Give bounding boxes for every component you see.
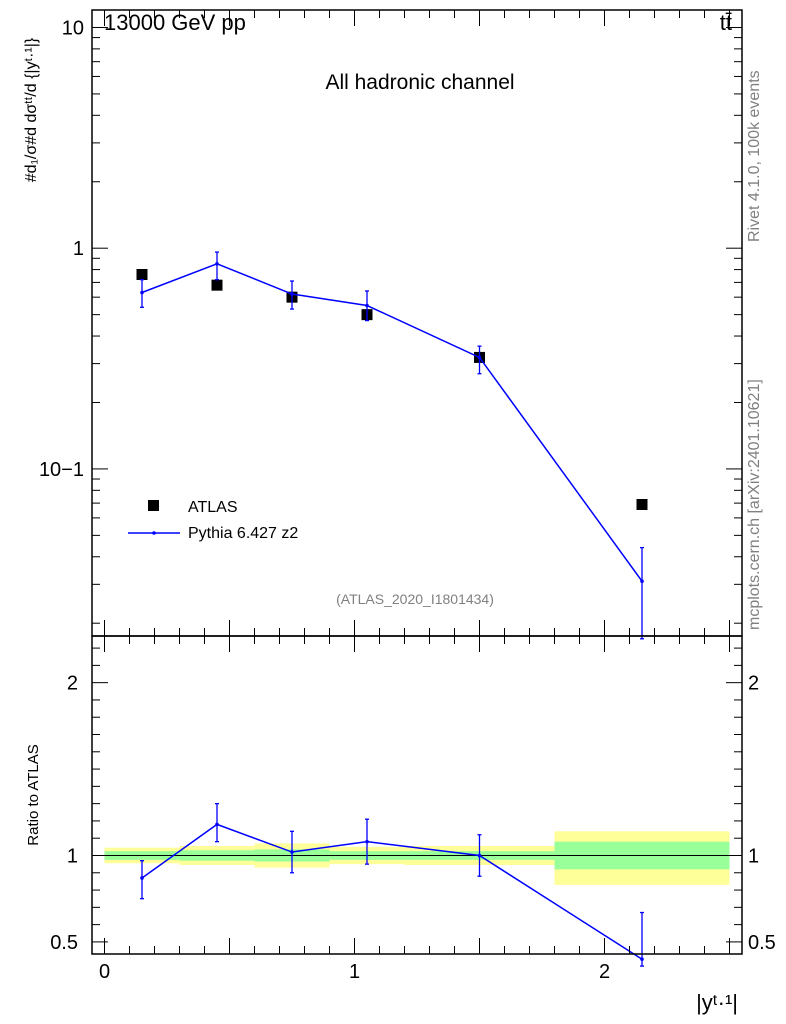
atlas-marker-0 [136,269,148,281]
x-axis-label: |yᵗ·¹| [696,990,738,1015]
atlas-marker-1 [211,279,223,291]
ratio-y-tick-label-right-2: 0.5 [748,932,776,954]
mc-main-point-1 [215,261,219,266]
mc-ratio-point-4 [477,853,482,858]
legend-mc-label: Pythia 6.427 z2 [188,525,298,542]
mc-ratio-point-5 [640,957,644,961]
mc-ratio-line [141,823,643,960]
mc-main-point-5 [640,579,644,583]
mc-main-point-2 [290,292,294,296]
mc-ratio-point-0 [140,876,144,880]
mc-ratio-point-1 [215,822,219,827]
mc-main-point-0 [140,290,144,295]
x-tick-label-2: 2 [599,961,610,983]
legend-atlas-marker [148,500,159,511]
plot-text: 13000 GeV pp tt̄ All hadronic channel (A… [23,10,738,1015]
main-y-tick-label-2: 10−1 [39,459,84,481]
main-y-tick-label-0: 10 [62,17,84,39]
ratio-y-tick-label-left-1: 1 [67,845,78,867]
mc-ratio-point-3 [365,839,369,844]
mcplots-label: mcplots.cern.ch [arXiv:2401.10621] [746,379,763,630]
mc-ratio-point-2 [290,850,294,854]
ratio-uncertainty-bands [104,831,730,885]
ratio-y-tick-label-left-2: 0.5 [50,932,78,954]
energy-label: 13000 GeV pp [104,10,246,35]
plot-frames [91,9,743,955]
analysis-tag: (ATLAS_2020_I1801434) [336,591,494,607]
legend-atlas-label: ATLAS [188,499,238,516]
rivet-version-label: Rivet 4.1.0, 100k events [746,70,763,242]
main-plot-data [136,251,648,640]
mc-main-point-4 [477,355,482,360]
ratio-y-tick-label-right-1: 1 [748,845,759,867]
ratio-y-tick-label-left-0: 2 [67,673,78,695]
process-label: tt̄ [720,10,732,35]
ratio-plot-data [140,802,644,967]
ratio-y-tick-label-right-0: 2 [748,673,759,695]
main-y-tick-label-1: 1 [73,238,84,260]
main-plot-frame [91,9,743,637]
x-tick-label-1: 1 [349,961,360,983]
mc-main-point-3 [365,303,369,308]
legend-mc-marker [152,531,156,535]
atlas-marker-5 [636,498,648,510]
ratio-plot-frame [91,635,743,955]
x-tick-label-0: 0 [99,961,110,983]
mc-main-line [141,262,643,582]
chart-title: All hadronic channel [325,71,514,94]
ratio-y-axis-label: Ratio to ATLAS [25,744,42,845]
axis-ticks: 0 1 2 10 1 10−1 2 2 1 1 0.5 0.5 [39,10,776,983]
main-y-axis-label: #d₁/σ#d dσᵗᵗ/d {|yᵗ·¹|} [23,37,40,182]
